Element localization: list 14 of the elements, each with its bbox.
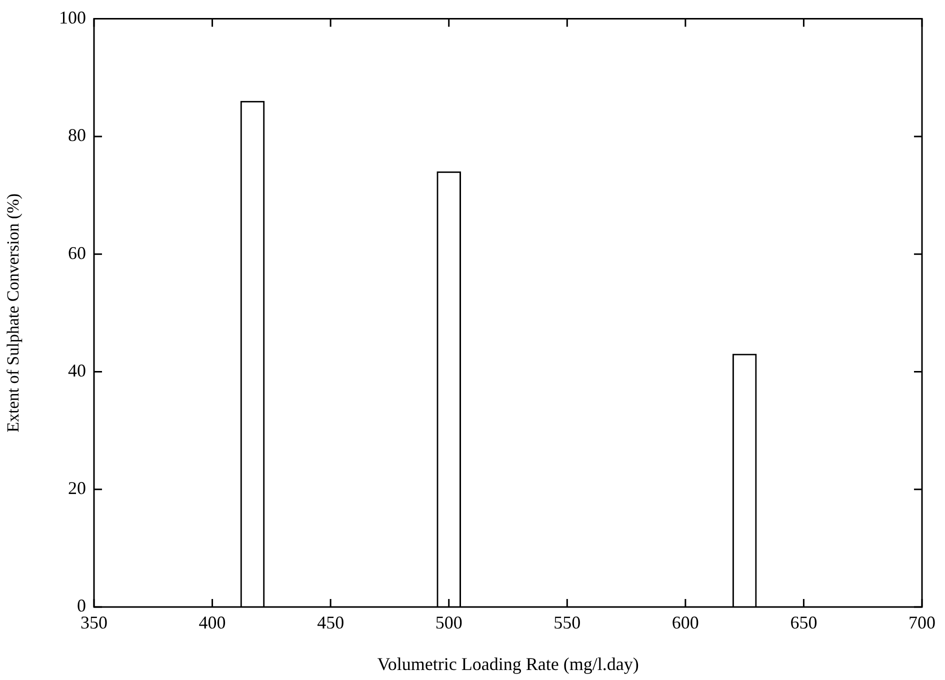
x-tick-label: 400: [198, 612, 226, 633]
x-tick-label: 700: [908, 612, 936, 633]
x-axis-title: Volumetric Loading Rate (mg/l.day): [377, 654, 639, 674]
y-tick-label: 60: [68, 242, 86, 263]
y-tick-label: 40: [68, 360, 86, 380]
y-tick-label: 20: [68, 478, 86, 498]
x-tick-label: 650: [790, 612, 818, 633]
x-tick-label: 550: [554, 612, 581, 633]
x-tick-label: 500: [435, 612, 462, 633]
x-tick-label: 450: [317, 612, 344, 633]
y-tick-label: 80: [68, 125, 86, 146]
y-tick-label: 100: [59, 8, 86, 28]
y-axis-title: Extent of Sulphate Conversion (%): [4, 193, 23, 432]
x-tick-label: 600: [672, 612, 699, 633]
